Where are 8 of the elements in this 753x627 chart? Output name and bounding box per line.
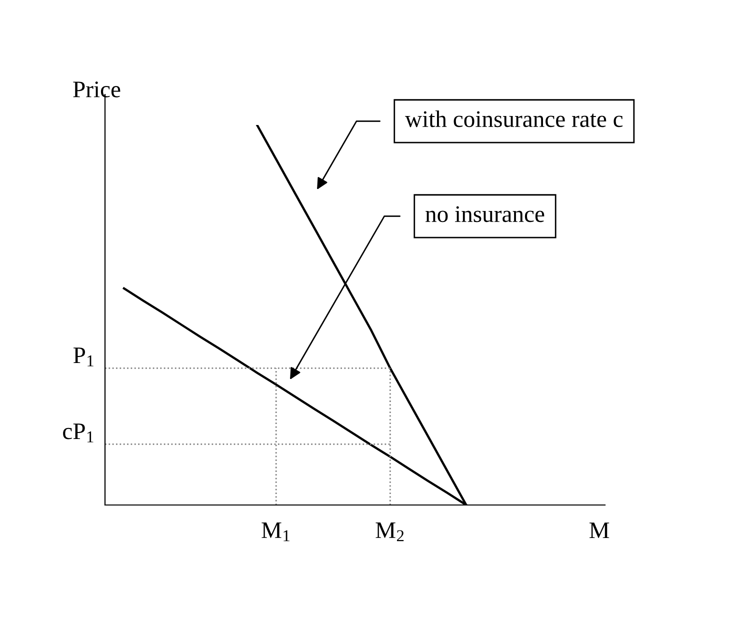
x-tick-label: M$_{1}$ [262, 522, 290, 542]
text: cP$_{1}$ [63, 424, 94, 442]
y-axis-title: Price [73, 82, 120, 98]
text: P$_{1}$ [73, 348, 94, 366]
x-tick-label: M$_{2}$ [376, 522, 404, 542]
annotation: no insurance [426, 206, 544, 222]
annotation: with coinsurance rate c [405, 110, 623, 128]
x-tick-label: M [589, 522, 610, 538]
